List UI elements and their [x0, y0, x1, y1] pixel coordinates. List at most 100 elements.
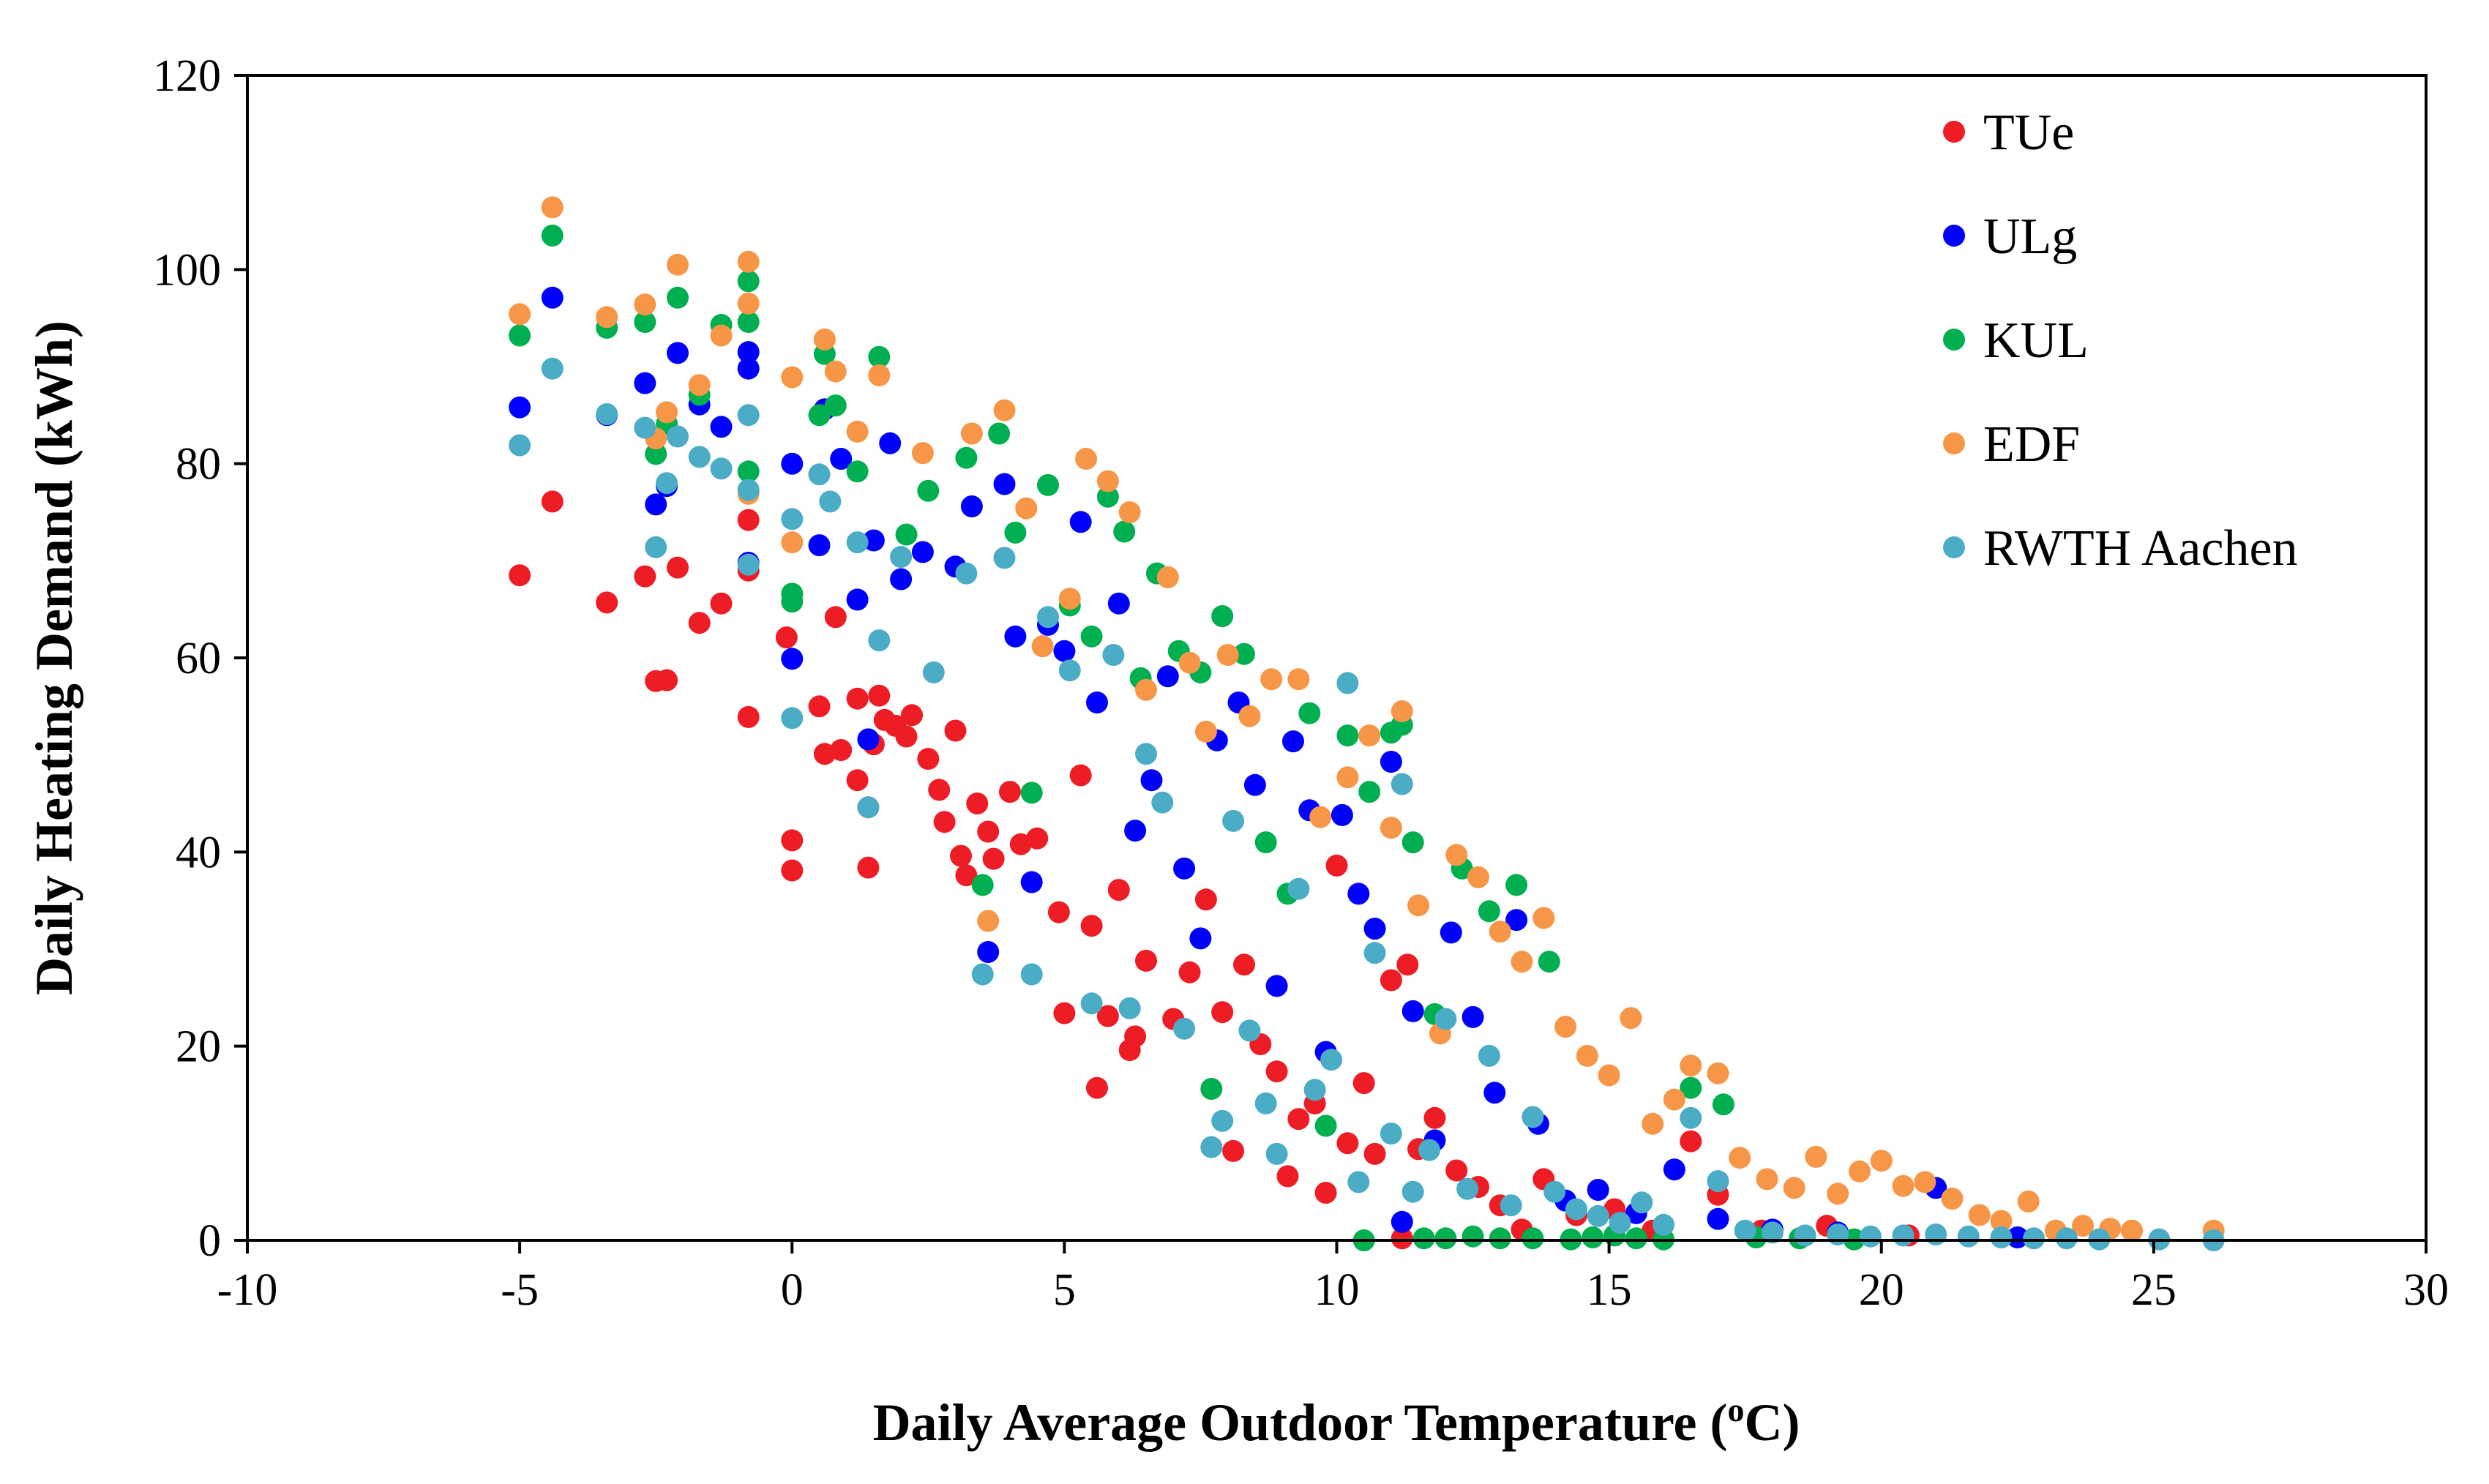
data-point — [1069, 511, 1092, 533]
data-point — [1587, 1179, 1609, 1201]
data-point — [541, 224, 564, 247]
data-point — [1680, 1106, 1702, 1129]
data-point — [1222, 809, 1245, 832]
data-point — [846, 588, 869, 611]
series-rwth-aachen — [509, 357, 2225, 1251]
data-point — [1151, 791, 1174, 814]
data-point — [1347, 882, 1370, 905]
legend-item: ULg — [1943, 209, 2077, 265]
data-point — [667, 556, 689, 579]
data-point — [1363, 918, 1386, 940]
data-point — [1287, 1108, 1310, 1131]
data-point — [1396, 953, 1419, 976]
data-point — [1522, 1227, 1544, 1250]
data-point — [1827, 1183, 1849, 1205]
data-point — [960, 422, 983, 445]
data-point — [1543, 1180, 1566, 1203]
data-point — [1058, 659, 1081, 682]
data-point — [645, 443, 667, 465]
data-point — [1135, 678, 1157, 701]
data-point — [1576, 1044, 1598, 1067]
data-point — [1968, 1204, 1991, 1226]
data-point — [1380, 1123, 1402, 1145]
y-tick-label: 0 — [198, 1216, 221, 1266]
data-point — [1892, 1174, 1915, 1197]
data-point — [1173, 857, 1196, 880]
data-point — [1625, 1227, 1647, 1250]
data-point — [688, 612, 711, 634]
data-point — [1445, 844, 1468, 866]
data-point — [1058, 588, 1081, 610]
data-point — [737, 479, 760, 501]
data-point — [1096, 1005, 1119, 1027]
data-point — [955, 864, 978, 887]
legend-item: KUL — [1943, 312, 2089, 369]
data-point — [1522, 1106, 1544, 1128]
data-point — [656, 401, 678, 424]
data-point — [813, 328, 836, 351]
data-point — [1707, 1207, 1729, 1230]
data-point — [634, 416, 656, 439]
data-point — [808, 695, 831, 718]
data-point — [901, 704, 923, 727]
data-point — [710, 457, 733, 480]
data-point — [1336, 766, 1359, 789]
x-tick-label: 10 — [1314, 1265, 1360, 1315]
legend-marker — [1943, 536, 1965, 558]
data-point — [1287, 877, 1310, 900]
data-point — [1080, 625, 1103, 648]
data-point — [1211, 1001, 1234, 1024]
data-point — [737, 250, 760, 273]
data-point — [1729, 1147, 1751, 1169]
data-point — [1434, 1008, 1457, 1030]
data-point — [2017, 1190, 2040, 1213]
data-point — [1505, 874, 1528, 896]
data-point — [1587, 1204, 1609, 1227]
data-point — [1303, 1079, 1326, 1101]
data-point — [917, 748, 940, 770]
data-point — [1075, 448, 1098, 470]
data-point — [1440, 921, 1462, 944]
data-point — [1582, 1226, 1604, 1248]
data-point — [1489, 921, 1511, 943]
legend-marker — [1943, 329, 1965, 351]
data-point — [1156, 566, 1179, 588]
data-point — [1707, 1062, 1729, 1084]
legend-item: EDF — [1943, 416, 2080, 473]
data-point — [1391, 1227, 1413, 1250]
data-point — [868, 345, 891, 368]
data-point — [1178, 961, 1201, 983]
data-point — [993, 473, 1016, 495]
data-point — [596, 306, 618, 329]
data-point — [596, 403, 618, 425]
data-point — [1401, 1000, 1424, 1022]
data-point — [862, 529, 885, 552]
data-point — [1380, 751, 1402, 773]
data-point — [1026, 827, 1049, 850]
data-point — [1004, 521, 1027, 544]
data-point — [2006, 1226, 2029, 1248]
x-axis-title-superscript: o — [1727, 1391, 1744, 1428]
data-point — [541, 286, 564, 309]
data-point — [1260, 668, 1283, 691]
data-point — [781, 859, 804, 882]
data-point — [781, 366, 804, 389]
data-point — [1914, 1171, 1936, 1193]
data-point — [1827, 1223, 1849, 1245]
data-point — [1358, 781, 1381, 803]
data-point — [1107, 592, 1130, 615]
y-tick-label: 120 — [153, 51, 221, 101]
legend-label: KUL — [1983, 312, 2089, 369]
data-point — [1712, 1093, 1734, 1116]
data-point — [830, 739, 853, 761]
data-point — [1609, 1212, 1631, 1234]
data-point — [781, 531, 804, 554]
data-point — [1330, 803, 1353, 826]
data-point — [917, 479, 940, 502]
data-point — [999, 781, 1021, 803]
data-point — [781, 648, 804, 670]
data-point — [1156, 665, 1179, 688]
data-point — [1080, 992, 1103, 1015]
data-point — [1680, 1076, 1702, 1099]
